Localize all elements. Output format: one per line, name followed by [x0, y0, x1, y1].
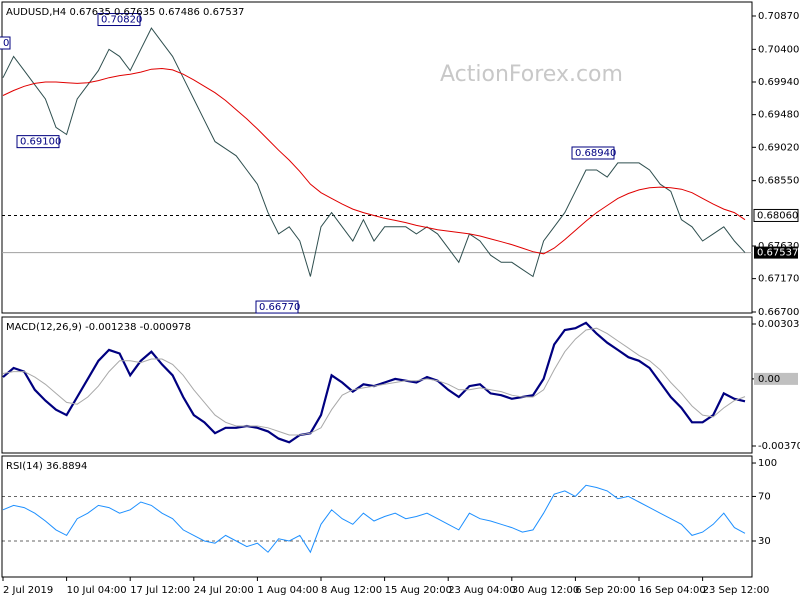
x-tick-label: 30 Aug 12:00: [512, 585, 579, 596]
x-tick-label: 24 Jul 20:00: [194, 585, 254, 596]
y-tick-label: 0.70400: [758, 44, 799, 55]
panel-title: MACD(12,26,9) -0.001238 -0.000978: [6, 322, 191, 333]
y-tick-label: 0.69940: [758, 77, 799, 88]
annotation-label: 0: [3, 38, 9, 49]
y-tick-label: 30: [758, 536, 771, 547]
series-line: [2, 484, 746, 554]
annotation-box: [97, 13, 141, 27]
x-tick-label: 23 Sep 12:00: [703, 585, 770, 596]
panel-title: AUDUSD,H4 0.67635 0.67635 0.67486 0.6753…: [6, 7, 244, 18]
y-tick-label: 70: [758, 491, 771, 502]
x-tick-label: 23 Aug 04:00: [448, 585, 515, 596]
y-tick-label: -0.003706: [758, 441, 800, 452]
y-label-box: [754, 372, 798, 385]
x-tick-label: 2 Jul 2019: [3, 585, 53, 596]
y-tick-label: 100: [758, 458, 777, 469]
y-tick-label: 0.68550: [758, 176, 799, 187]
y-tick-label: 0.003031: [758, 319, 800, 330]
annotation-box: [571, 146, 615, 160]
x-tick-label: 17 Jul 12:00: [130, 585, 190, 596]
y-tick-label: 0.67170: [758, 274, 799, 285]
y-tick-label: 0.66700: [758, 307, 799, 318]
series-line: [2, 27, 746, 278]
x-tick-label: 10 Jul 04:00: [67, 585, 127, 596]
annotation-label: 0.70820: [101, 15, 142, 26]
watermark: ActionForex.com: [440, 62, 623, 87]
annotation-label: 0.69100: [20, 137, 61, 148]
last-price-label: 0.67537: [757, 248, 798, 259]
y-tick-label: 0.00: [758, 374, 780, 385]
x-tick-label: 8 Aug 12:00: [321, 585, 382, 596]
y-tick-label: 0.69480: [758, 110, 799, 121]
series-line: [2, 327, 746, 436]
x-tick-label: 16 Sep 04:00: [639, 585, 706, 596]
x-tick-label: 6 Sep 20:00: [575, 585, 635, 596]
annotation-label: 0.66770: [259, 302, 300, 313]
panel-frame: [1, 1, 753, 314]
x-tick-label: 1 Aug 04:00: [257, 585, 318, 596]
y-tick-label: 0.67630: [758, 241, 799, 252]
annotation-box: [0, 36, 11, 50]
panel-frame: [1, 455, 753, 578]
panel-frame: [1, 316, 753, 454]
y-tick-label: 0.69020: [758, 142, 799, 153]
annotation-box: [16, 135, 60, 149]
series-line: [2, 67, 746, 255]
panel-title: RSI(14) 36.8894: [6, 461, 87, 472]
level-label: 0.68060: [757, 210, 798, 221]
annotation-box: [255, 300, 299, 314]
x-tick-label: 15 Aug 20:00: [385, 585, 452, 596]
level-label-box: [753, 208, 799, 222]
last-price-box: [754, 246, 798, 259]
annotation-label: 0.68940: [575, 148, 616, 159]
y-tick-label: 0.70870: [758, 11, 799, 22]
